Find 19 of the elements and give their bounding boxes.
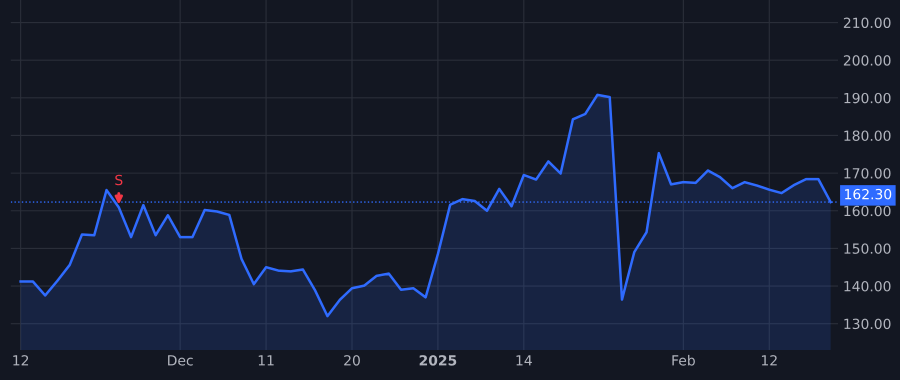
y-tick-label: 150.00 (844, 243, 891, 254)
x-tick-label: 12 (762, 355, 777, 366)
x-tick-label: 14 (516, 355, 532, 366)
y-tick-label: 160.00 (844, 206, 891, 216)
x-tick-label: Feb (672, 354, 695, 366)
ref-line-label: 162.30 (845, 188, 892, 200)
x-tick-label: 2025 (420, 355, 456, 366)
y-tick-label: 130.00 (844, 318, 891, 330)
y-tick-label: 180.00 (844, 130, 891, 141)
x-tick-label: 11 (258, 355, 274, 366)
y-tick-label: 140.00 (844, 280, 891, 292)
x-tick-label: 12 (13, 355, 28, 366)
y-tick-label: 200.00 (844, 55, 891, 66)
annotation: S (115, 174, 122, 186)
x-tick-label: Dec (168, 355, 193, 366)
x-tick-label: 20 (344, 355, 360, 366)
y-tick-label: 210.00 (844, 18, 891, 28)
y-tick-label: 170.00 (844, 168, 891, 179)
y-tick-label: 190.00 (844, 92, 891, 104)
